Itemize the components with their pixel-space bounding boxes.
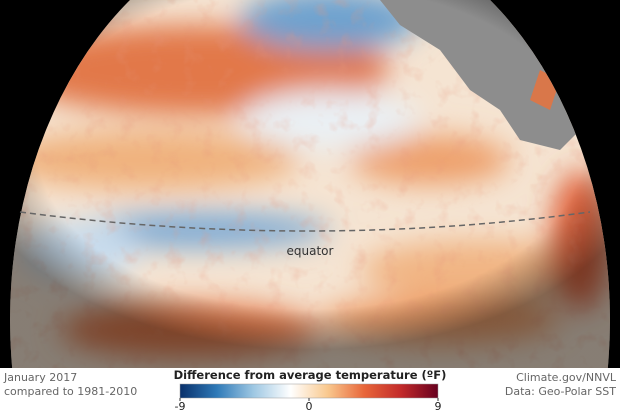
credit: Climate.gov/NNVL <box>516 371 617 384</box>
colorbar-tick-label: -9 <box>175 400 186 413</box>
date: January 2017 <box>3 371 77 384</box>
globe <box>10 0 610 368</box>
baseline: compared to 1981-2010 <box>4 385 137 398</box>
source: Data: Geo-Polar SST <box>505 385 616 398</box>
colorbar-tick-label: 9 <box>435 400 442 413</box>
equator-label: equator <box>287 244 334 258</box>
equator-line <box>19 211 591 232</box>
colorbar-title: Difference from average temperature (ºF) <box>174 368 447 382</box>
colorbar-tick-label: 0 <box>306 400 313 413</box>
colorbar <box>179 383 439 399</box>
